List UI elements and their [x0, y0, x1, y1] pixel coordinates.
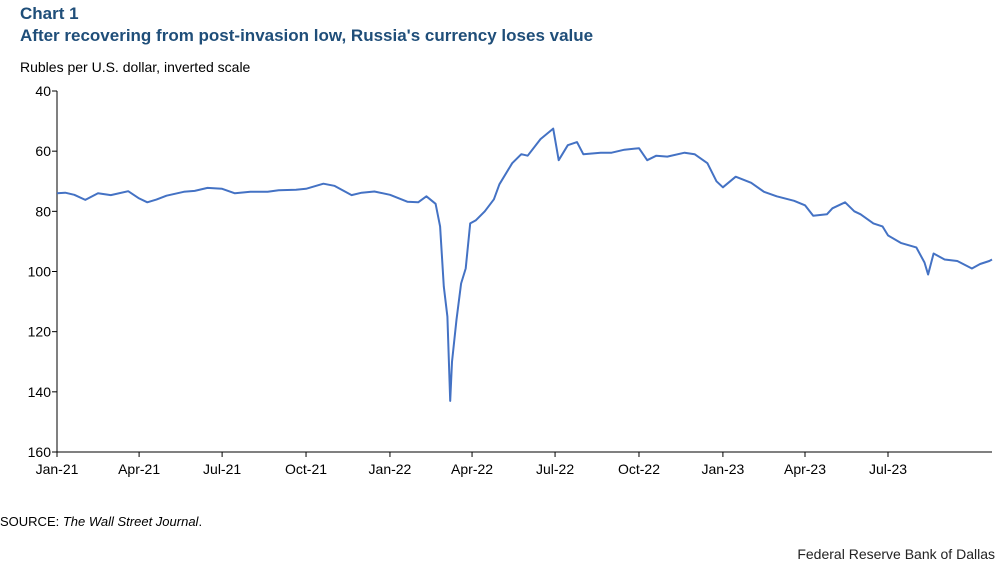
y-tick-label: 160 [28, 444, 52, 460]
x-tick-label: Oct-21 [285, 461, 327, 477]
x-tick-label: Apr-23 [784, 461, 826, 477]
chart-number: Chart 1 [20, 4, 79, 23]
y-tick-label: 100 [28, 264, 52, 280]
x-tick-label: Apr-22 [451, 461, 493, 477]
x-tick-label: Jan-21 [36, 461, 79, 477]
x-tick-label: Jul-21 [203, 461, 241, 477]
y-tick-label: 120 [28, 324, 52, 340]
source-note: SOURCE: The Wall Street Journal. [0, 514, 202, 529]
y-tick-labels: 40 60 80 100 120 140 160 [28, 83, 52, 460]
axes [52, 90, 992, 457]
series-line-ruble-usd [56, 127, 993, 402]
y-tick-label: 40 [35, 83, 51, 99]
credit-line: Federal Reserve Bank of Dallas [797, 546, 995, 562]
x-tick-label: Oct-22 [618, 461, 660, 477]
y-axis-label: Rubles per U.S. dollar, inverted scale [20, 59, 251, 75]
x-tick-label: Jan-22 [369, 461, 412, 477]
source-prefix: SOURCE: [0, 514, 63, 529]
x-tick-label: Apr-21 [118, 461, 160, 477]
y-tick-label: 60 [35, 143, 51, 159]
x-tick-label: Jan-23 [701, 461, 744, 477]
chart-title: After recovering from post-invasion low,… [20, 26, 594, 45]
source-suffix: . [198, 514, 203, 529]
y-tick-label: 80 [35, 203, 51, 219]
y-tick-label: 140 [28, 384, 52, 400]
x-tick-labels: Jan-21 Apr-21 Jul-21 Oct-21 Jan-22 Apr-22 Jul-… [36, 461, 908, 477]
series-group [56, 127, 993, 402]
source-name: The Wall Street Journal [62, 514, 199, 529]
x-tick-label: Jul-22 [536, 461, 574, 477]
x-tick-label: Jul-23 [869, 461, 907, 477]
